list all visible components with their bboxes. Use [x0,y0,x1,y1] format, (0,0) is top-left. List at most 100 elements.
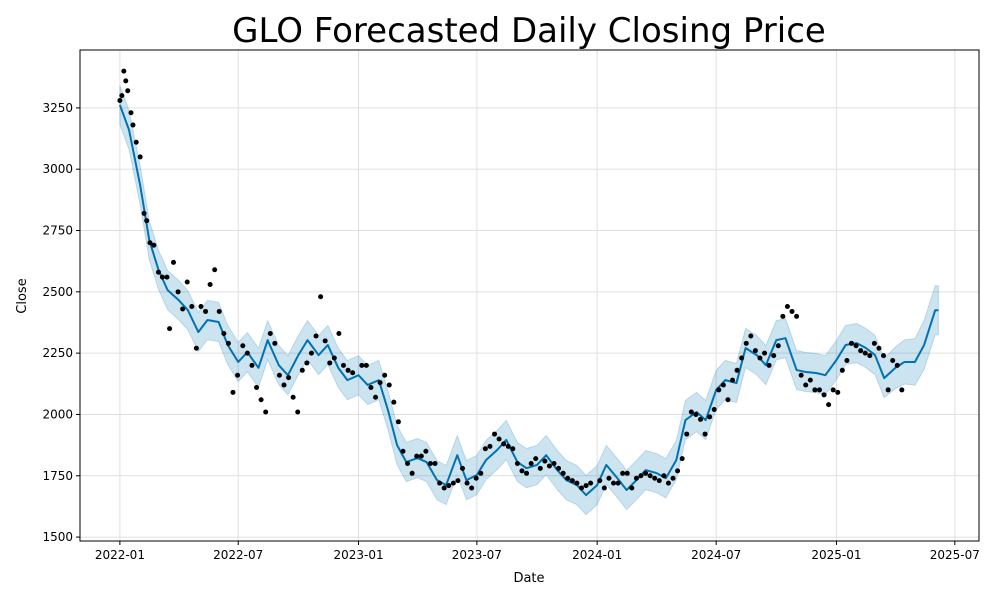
actual-point [487,443,493,449]
actual-point [391,399,397,405]
actual-point [464,480,470,486]
actual-point [890,357,896,363]
actual-point [159,274,165,280]
actual-point [455,478,461,484]
actual-point [514,460,520,466]
actual-point [155,269,161,275]
actual-point [459,465,465,471]
x-tick-label: 2025-01 [811,548,861,562]
actual-point [216,308,222,314]
y-tick-label: 3000 [42,162,73,176]
actual-point [757,355,763,361]
actual-point [647,473,653,479]
actual-point [322,338,328,344]
actual-point [130,122,136,128]
actual-point [473,475,479,481]
actual-point [230,389,236,395]
actual-point [235,372,241,378]
actual-point [119,93,125,99]
y-tick-label: 2250 [42,346,73,360]
actual-point [611,480,617,486]
actual-point [528,460,534,466]
actual-point [615,480,621,486]
actual-point [184,279,190,285]
actual-point [588,480,594,486]
actual-point [133,139,139,145]
actual-point [569,478,575,484]
actual-point [876,345,882,351]
actual-point [450,480,456,486]
actual-point [716,387,722,393]
actual-point [212,267,218,273]
actual-point [117,98,123,104]
actual-point [175,289,181,295]
actual-point [583,483,589,489]
actual-point [537,465,543,471]
actual-point [125,88,131,94]
actual-point [734,367,740,373]
forecast-line-group [118,104,939,497]
actual-point [441,485,447,491]
actual-point [775,343,781,349]
actual-point [675,468,681,474]
actual-point [123,78,129,84]
actual-point [359,362,365,368]
actual-point [207,281,213,287]
actual-point [725,397,731,403]
actual-point [835,389,841,395]
actual-point [762,350,768,356]
actual-point [482,446,488,452]
actual-point [478,470,484,476]
actual-point [258,397,264,403]
actual-point [267,331,273,337]
actual-point [331,355,337,361]
actual-point [697,416,703,422]
actual-point [336,331,342,337]
actual-points-group [117,68,905,491]
actual-point [730,377,736,383]
actual-point [652,475,658,481]
actual-point [189,304,195,310]
actual-point [794,313,800,319]
y-tick-label: 1500 [42,530,73,544]
actual-point [141,210,147,216]
actual-point [377,380,383,386]
actual-point [638,473,644,479]
actual-point [286,375,292,381]
actual-point [395,419,401,425]
x-tick-label: 2024-01 [572,548,622,562]
actual-point [164,274,170,280]
actual-point [670,475,676,481]
actual-point [867,353,873,359]
actual-point [313,333,319,339]
actual-point [263,409,269,415]
actual-point [492,431,498,437]
actual-point [121,68,127,74]
actual-point [679,456,685,462]
actual-point [221,331,227,337]
actual-point [180,306,186,312]
x-tick-label: 2023-01 [333,548,383,562]
actual-point [661,473,667,479]
actual-point [780,313,786,319]
actual-point [276,372,282,378]
y-axis: 1500 1750 2000 2250 2500 2750 3000 3250 [42,101,80,544]
actual-point [565,475,571,481]
actual-point [414,453,420,459]
actual-point [556,465,562,471]
x-tick-label: 2022-01 [95,548,145,562]
actual-point [739,355,745,361]
actual-point [249,362,255,368]
actual-point [574,480,580,486]
actual-point [533,456,539,462]
actual-point [167,326,173,332]
actual-point [821,392,827,398]
actual-point [524,470,530,476]
actual-point [844,357,850,363]
actual-point [560,470,566,476]
uncertainty-band-group [119,85,939,516]
actual-point [240,343,246,349]
actual-point [578,485,584,491]
actual-point [542,458,548,464]
